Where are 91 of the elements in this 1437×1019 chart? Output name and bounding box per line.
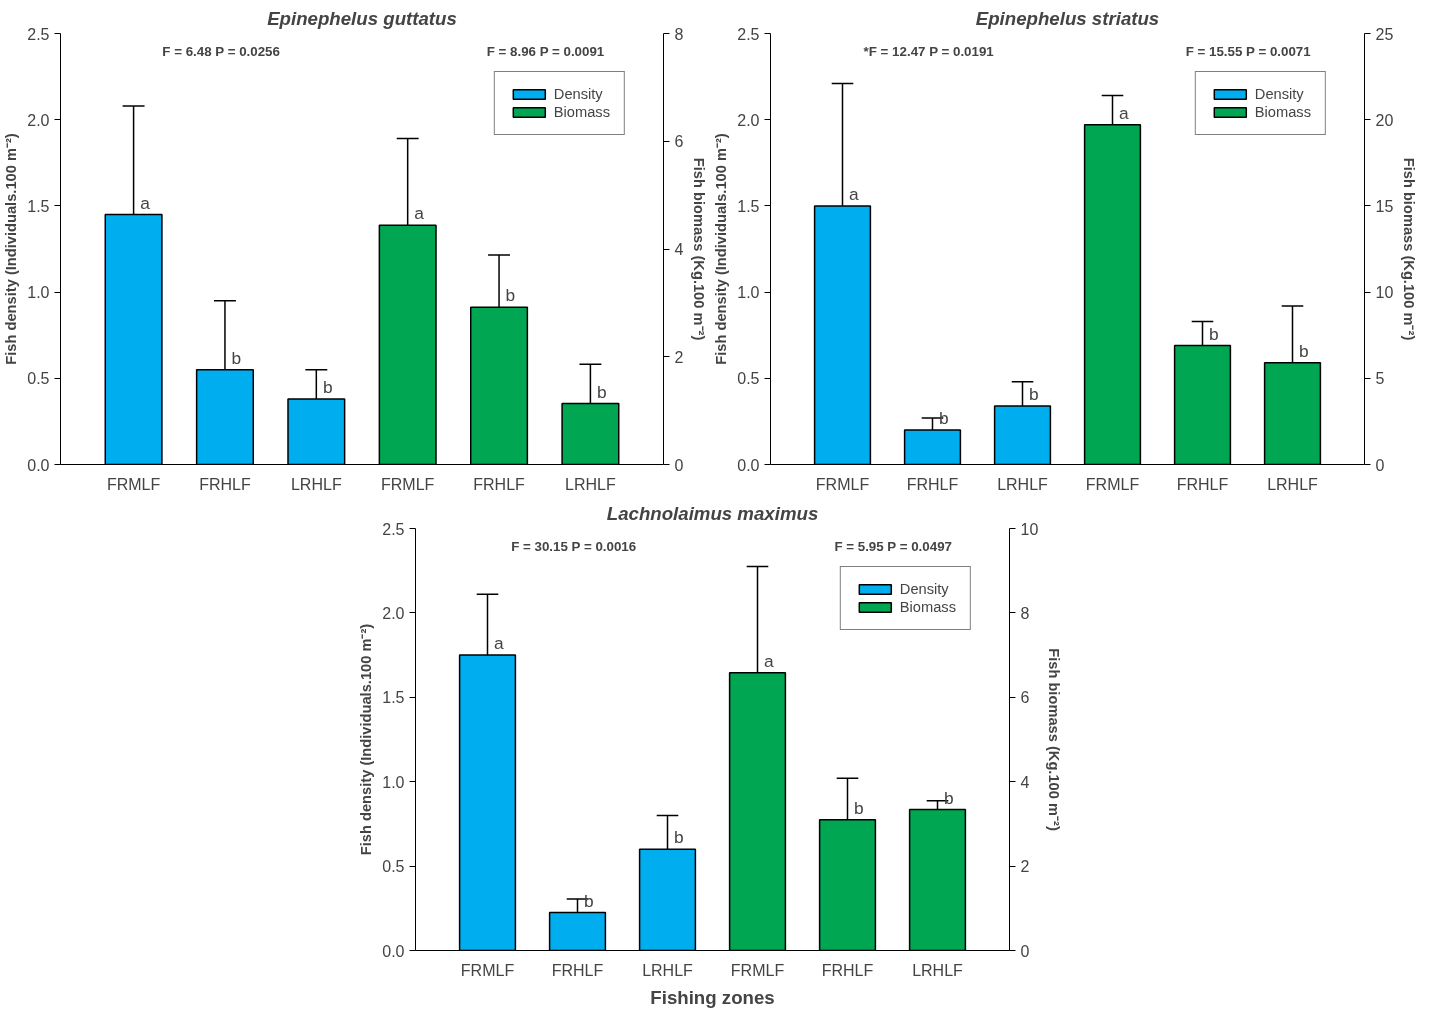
data-label: b (854, 797, 864, 818)
y-axis-title: Fish density (Individuals.100 m⁻²) (358, 623, 375, 856)
data-label: b (944, 787, 954, 808)
y-tick-label: 0.5 (737, 370, 760, 388)
legend-label: Biomass (553, 104, 610, 120)
y2-axis-title: Fish biomass (Kg.100 m⁻²) (691, 157, 708, 341)
x-tick-label: LRHLF (912, 961, 964, 979)
y2-tick-label: 8 (674, 25, 684, 43)
x-tick-label: FRMLF (730, 961, 785, 979)
x-tick-label: FRMLF (815, 475, 870, 493)
y-tick-label: 0.0 (737, 456, 760, 474)
y2-tick-label: 10 (1020, 520, 1039, 538)
data-label: a (764, 650, 774, 671)
y2-tick-label: 6 (1020, 689, 1030, 707)
y-tick-label: 2.5 (737, 25, 760, 43)
data-label: b (674, 827, 684, 848)
data-label: b (1209, 323, 1219, 344)
y-axis-title: Fish density (Individuals.100 m⁻²) (3, 133, 20, 365)
y2-tick-label: 10 (1375, 284, 1394, 302)
data-label: a (494, 633, 504, 654)
y-tick-label: 2.0 (27, 111, 50, 129)
legend-label: Density (553, 86, 603, 102)
y-tick-label: 2.5 (27, 25, 50, 43)
x-tick-label: FRMLF (106, 475, 161, 493)
chart-title: Epinephelus guttatus (267, 7, 457, 29)
x-axis-title: Fishing zones (650, 986, 775, 1008)
y2-tick-label: 4 (674, 241, 684, 258)
y-tick-label: 2.0 (737, 111, 760, 129)
chart-title: Lachnolaimus maximus (606, 502, 819, 524)
y-tick-label: 1.5 (737, 197, 760, 215)
y-tick-label: 2.0 (382, 604, 405, 622)
legend-label: Biomass (1254, 104, 1311, 120)
x-tick-label: LRHLF (997, 475, 1049, 493)
annotation: F = 30.15 P = 0.0016 (511, 538, 637, 554)
x-tick-label: LRHLF (290, 475, 342, 493)
y-tick-label: 0.0 (382, 942, 405, 960)
y2-axis-title: Fish biomass (Kg.100 m⁻²) (1401, 157, 1418, 341)
chart-title: Epinephelus striatus (975, 7, 1160, 29)
y2-tick-label: 20 (1375, 111, 1394, 129)
data-label: b (1029, 383, 1039, 404)
x-tick-label: FRMLF (460, 961, 515, 979)
x-tick-label: FRHLF (551, 961, 604, 979)
y2-axis-title: Fish biomass (Kg.100 m⁻²) (1046, 648, 1063, 831)
y-tick-label: 1.5 (382, 689, 405, 707)
data-label: a (414, 203, 425, 224)
y-tick-label: 1.5 (27, 197, 50, 215)
y-tick-label: 0.0 (27, 456, 50, 474)
data-label: a (140, 192, 151, 213)
y-tick-label: 1.0 (27, 284, 50, 302)
x-tick-label: LRHLF (1267, 475, 1319, 493)
y-tick-label: 2.5 (382, 520, 405, 538)
y2-tick-label: 0 (1375, 456, 1385, 474)
annotation: F = 6.48 P = 0.0256 (162, 43, 280, 59)
data-label: a (1119, 102, 1129, 123)
data-label: b (231, 347, 242, 368)
y2-tick-label: 0 (1020, 942, 1030, 960)
legend-label: Density (899, 581, 949, 597)
y2-tick-label: 15 (1375, 197, 1394, 215)
x-tick-label: FRHLF (1176, 475, 1229, 493)
legend-label: Density (1254, 86, 1304, 102)
data-label: b (322, 376, 333, 397)
y2-tick-label: 4 (1020, 773, 1030, 791)
y2-tick-label: 2 (674, 348, 684, 366)
annotation: F = 15.55 P = 0.0071 (1185, 43, 1312, 59)
x-tick-label: FRHLF (906, 475, 959, 493)
annotation: F = 8.96 P = 0.0091 (486, 43, 605, 59)
annotation: F = 5.95 P = 0.0497 (834, 538, 952, 554)
legend-label: Biomass (899, 599, 956, 615)
y-tick-label: 0.5 (27, 370, 50, 388)
data-label: a (849, 183, 859, 204)
y2-tick-label: 0 (674, 456, 684, 474)
data-label: b (505, 285, 516, 306)
y-tick-label: 0.5 (382, 858, 405, 876)
y2-tick-label: 6 (674, 133, 684, 151)
x-tick-label: FRMLF (1085, 475, 1140, 493)
annotation: *F = 12.47 P = 0.0191 (863, 43, 995, 59)
x-tick-label: FRHLF (821, 961, 874, 979)
x-tick-label: FRMLF (381, 475, 435, 493)
x-tick-label: FRHLF (473, 475, 526, 493)
y2-tick-label: 25 (1375, 25, 1394, 43)
y2-tick-label: 5 (1375, 370, 1385, 388)
y-tick-label: 1.0 (737, 284, 760, 302)
x-tick-label: FRHLF (199, 475, 251, 493)
y2-tick-label: 2 (1020, 858, 1030, 876)
data-label: b (596, 381, 607, 402)
x-tick-label: LRHLF (565, 475, 616, 493)
y-axis-title: Fish density (Individuals.100 m⁻²) (713, 133, 730, 365)
data-label: b (1299, 340, 1309, 361)
y-tick-label: 1.0 (382, 773, 405, 791)
x-tick-label: LRHLF (642, 961, 694, 979)
y2-tick-label: 8 (1020, 604, 1030, 622)
